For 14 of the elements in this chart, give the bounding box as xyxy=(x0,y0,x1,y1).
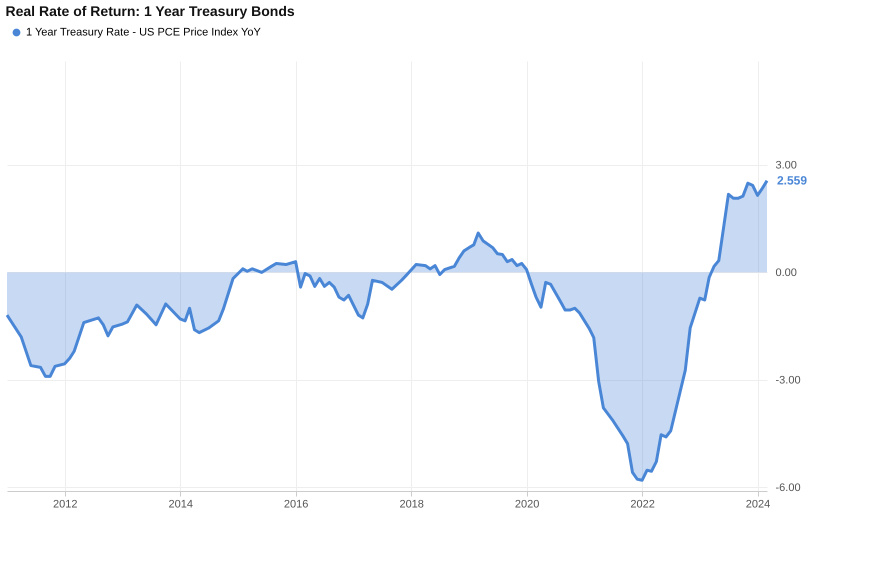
x-tick-label: 2014 xyxy=(168,498,193,510)
y-tick-label: 0.00 xyxy=(776,266,797,279)
y-tick-label: 3.00 xyxy=(776,159,797,172)
x-tick-label: 2024 xyxy=(746,498,770,510)
y-tick-label: -3.00 xyxy=(776,374,801,386)
x-tick-label: 2018 xyxy=(399,498,424,510)
x-tick-label: 2016 xyxy=(284,498,308,510)
x-tick-label: 2020 xyxy=(514,498,540,510)
data-label: 2.559 xyxy=(777,174,808,188)
x-tick-label: 2022 xyxy=(630,498,655,510)
legend-label: 1 Year Treasury Rate - US PCE Price Index YoY xyxy=(26,26,262,38)
chart-title: Real Rate of Return: 1 Year Treasury Bonds xyxy=(6,3,295,19)
x-tick-label: 2012 xyxy=(52,498,78,510)
y-tick-label: -6.00 xyxy=(776,482,801,494)
